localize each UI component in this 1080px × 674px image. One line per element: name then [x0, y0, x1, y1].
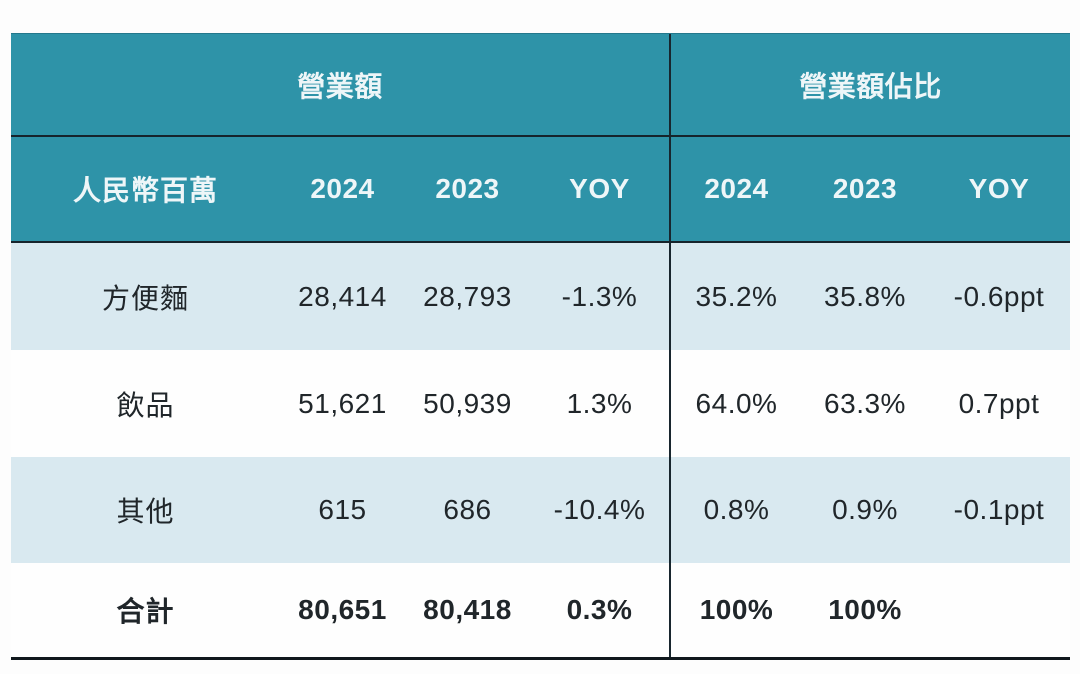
table-row-noodles: 方便麵 28,414 28,793 -1.3% 35.2% 35.8% -0.6… [11, 243, 1070, 350]
column-header-unit: 人民幣百萬 [72, 175, 218, 206]
group-header-row: 營業額 營業額佔比 [11, 33, 1070, 137]
cell-revenue-2023: 50,939 [423, 387, 512, 419]
cell-revenue-2024: 51,621 [298, 387, 387, 419]
row-label: 其他 [116, 496, 175, 527]
cell-revenue-2023: 686 [443, 494, 492, 525]
row-label: 飲品 [116, 389, 175, 421]
cell-share-2024: 100% [669, 563, 802, 657]
cell-revenue-2024: 80,651 [298, 594, 387, 625]
cell-share-yoy: 0.7ppt [958, 387, 1040, 419]
cell-revenue-2023: 80,418 [423, 594, 512, 625]
table-row-others: 其他 615 686 -10.4% 0.8% 0.9% -0.1ppt [11, 457, 1070, 563]
column-header-right-2023: 2023 [832, 173, 898, 204]
column-header-row: 人民幣百萬 2024 2023 YOY 2024 2023 YOY [11, 137, 1070, 243]
cell-share-2023: 63.3% [824, 387, 906, 419]
cell-revenue-2023: 28,793 [423, 280, 512, 312]
row-label: 合計 [116, 596, 175, 627]
table-row-beverages: 飲品 51,621 50,939 1.3% 64.0% 63.3% 0.7ppt [11, 350, 1070, 457]
table-row-total: 合計 80,651 80,418 0.3% 100% 100% [11, 563, 1070, 660]
cell-revenue-yoy: 0.3% [566, 594, 633, 625]
cell-revenue-yoy: 1.3% [566, 387, 633, 419]
cell-share-2023: 0.9% [832, 494, 898, 525]
cell-share-yoy: -0.1ppt [953, 494, 1045, 525]
cell-revenue-2024: 28,414 [298, 280, 387, 312]
column-header-right-yoy: YOY [968, 173, 1030, 204]
cell-revenue-yoy: -1.3% [561, 280, 638, 312]
cell-revenue-2024: 615 [318, 494, 367, 525]
column-header-left-2024: 2024 [310, 173, 375, 204]
cell-share-2024: 64.0% [669, 350, 802, 457]
cell-share-2024: 35.2% [669, 243, 802, 350]
column-header-right-2024: 2024 [669, 137, 802, 241]
cell-share-2024: 0.8% [669, 457, 802, 563]
cell-share-2023: 100% [828, 594, 902, 625]
cell-share-yoy [928, 563, 1070, 657]
cell-share-yoy: -0.6ppt [953, 280, 1045, 312]
group-header-share: 營業額佔比 [669, 34, 1070, 135]
column-header-left-2023: 2023 [435, 173, 500, 204]
group-header-revenue: 營業額 [297, 70, 383, 102]
cell-revenue-yoy: -10.4% [553, 494, 646, 525]
revenue-table: 營業額 營業額佔比 人民幣百萬 2024 2023 YOY 2024 2023 … [11, 33, 1070, 660]
column-header-left-yoy: YOY [569, 173, 630, 204]
row-label: 方便麵 [101, 282, 189, 314]
cell-share-2023: 35.8% [824, 280, 906, 312]
